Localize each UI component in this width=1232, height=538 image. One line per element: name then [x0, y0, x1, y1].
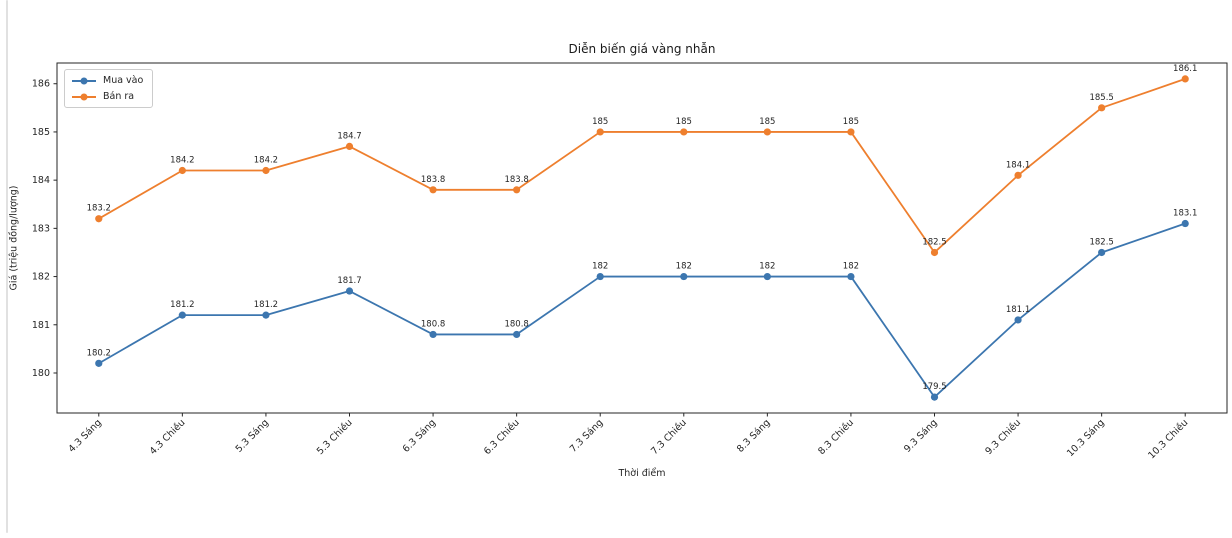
data-point-label: 182	[843, 262, 859, 272]
legend-item-ban-ra: Bán ra	[72, 90, 143, 103]
x-tick-label: 9.3 Chiều	[983, 417, 1023, 457]
data-point	[680, 128, 688, 136]
data-point	[1181, 75, 1189, 83]
series-line-0	[98, 222, 1186, 398]
data-point-label: 180.8	[504, 319, 528, 329]
chart-title: Diễn biến giá vàng nhẫn	[568, 42, 716, 56]
x-tick-label: 8.3 Sáng	[735, 417, 772, 454]
data-point	[95, 215, 103, 223]
data-point	[596, 128, 604, 136]
legend-swatch-mua-vao-icon	[72, 79, 96, 82]
x-tick-label: 5.3 Chiều	[315, 417, 355, 457]
data-point-label: 183.1	[1173, 209, 1197, 219]
x-tick-label: 4.3 Sáng	[66, 417, 103, 454]
data-point	[847, 128, 855, 136]
data-point	[178, 166, 186, 175]
x-tick-label: 4.3 Chiều	[148, 417, 188, 457]
legend-label-mua-vao: Mua vào	[103, 75, 144, 86]
data-point-label: 182	[759, 262, 775, 272]
data-point-label: 181.2	[170, 300, 194, 310]
data-point-label: 180.2	[87, 348, 111, 358]
data-point-label: 182	[592, 262, 608, 272]
y-tick-label: 184	[32, 175, 50, 186]
series-line-1	[98, 78, 1186, 254]
data-point	[345, 142, 354, 151]
x-tick-label: 6.3 Sáng	[401, 417, 438, 454]
data-point-label: 183.8	[504, 175, 528, 185]
data-point-label: 182	[676, 262, 692, 272]
x-tick-label: 5.3 Sáng	[234, 417, 271, 454]
data-point	[345, 287, 354, 295]
y-tick-label: 182	[32, 272, 50, 283]
data-point	[763, 272, 771, 281]
x-axis-label: Thời điểm	[618, 468, 666, 479]
data-point-label: 180.8	[421, 319, 445, 329]
data-point	[763, 128, 771, 136]
x-tick-label: 10.3 Chiều	[1146, 417, 1190, 461]
data-point	[262, 166, 270, 175]
y-tick-label: 181	[32, 320, 50, 331]
data-point-label: 182.5	[1089, 237, 1113, 247]
data-point-label: 185.5	[1089, 93, 1113, 103]
axes-frame	[56, 62, 1228, 414]
data-point	[262, 311, 270, 319]
chart-legend: Mua vào Bán ra	[64, 69, 154, 108]
page-left-divider	[6, 0, 8, 533]
data-point-label: 179.5	[922, 382, 946, 392]
data-point	[930, 393, 939, 401]
data-point-label: 184.1	[1006, 160, 1030, 170]
data-point	[513, 330, 521, 339]
data-point-label: 185	[759, 117, 775, 127]
data-point	[1181, 219, 1189, 228]
y-tick-label: 185	[32, 127, 50, 138]
legend-swatch-ban-ra-icon	[72, 95, 96, 98]
x-tick-label: 6.3 Chiều	[482, 417, 522, 457]
data-point-label: 185	[676, 117, 692, 127]
data-point-label: 185	[843, 117, 859, 127]
data-point	[429, 330, 437, 339]
data-point-label: 184.7	[337, 131, 361, 141]
data-point-label: 183.8	[421, 175, 445, 185]
data-point	[847, 272, 855, 281]
x-tick-label: 7.3 Sáng	[568, 417, 605, 454]
data-point-label: 184.2	[170, 156, 194, 166]
data-point	[680, 272, 688, 281]
data-point-label: 182.5	[922, 237, 946, 247]
y-tick-label: 183	[32, 223, 50, 234]
data-point	[178, 311, 186, 319]
data-point	[1014, 316, 1022, 324]
data-point-label: 181.7	[337, 276, 361, 286]
legend-item-mua-vao: Mua vào	[72, 74, 143, 87]
data-point-label: 186.1	[1173, 64, 1197, 74]
data-point	[930, 248, 939, 257]
data-point-label: 185	[592, 117, 608, 127]
data-point	[513, 186, 521, 194]
x-tick-label: 10.3 Sáng	[1065, 417, 1107, 459]
x-tick-label: 8.3 Chiều	[816, 417, 856, 457]
legend-label-ban-ra: Bán ra	[103, 91, 135, 102]
data-point	[429, 186, 437, 194]
x-tick-label: 9.3 Sáng	[902, 417, 939, 454]
data-point-label: 181.1	[1006, 305, 1030, 315]
data-point	[95, 359, 103, 367]
data-point-label: 184.2	[254, 156, 278, 166]
data-point-label: 183.2	[87, 204, 111, 214]
y-tick-label: 180	[32, 368, 50, 379]
y-tick-label: 186	[32, 79, 50, 90]
y-axis-label: Giá (triệu đồng/lượng)	[8, 185, 20, 291]
data-point	[1014, 171, 1022, 179]
data-point	[1098, 104, 1106, 112]
x-tick-label: 7.3 Chiều	[649, 417, 689, 457]
data-point-label: 181.2	[254, 300, 278, 310]
data-point	[596, 272, 604, 281]
data-point	[1098, 248, 1106, 257]
